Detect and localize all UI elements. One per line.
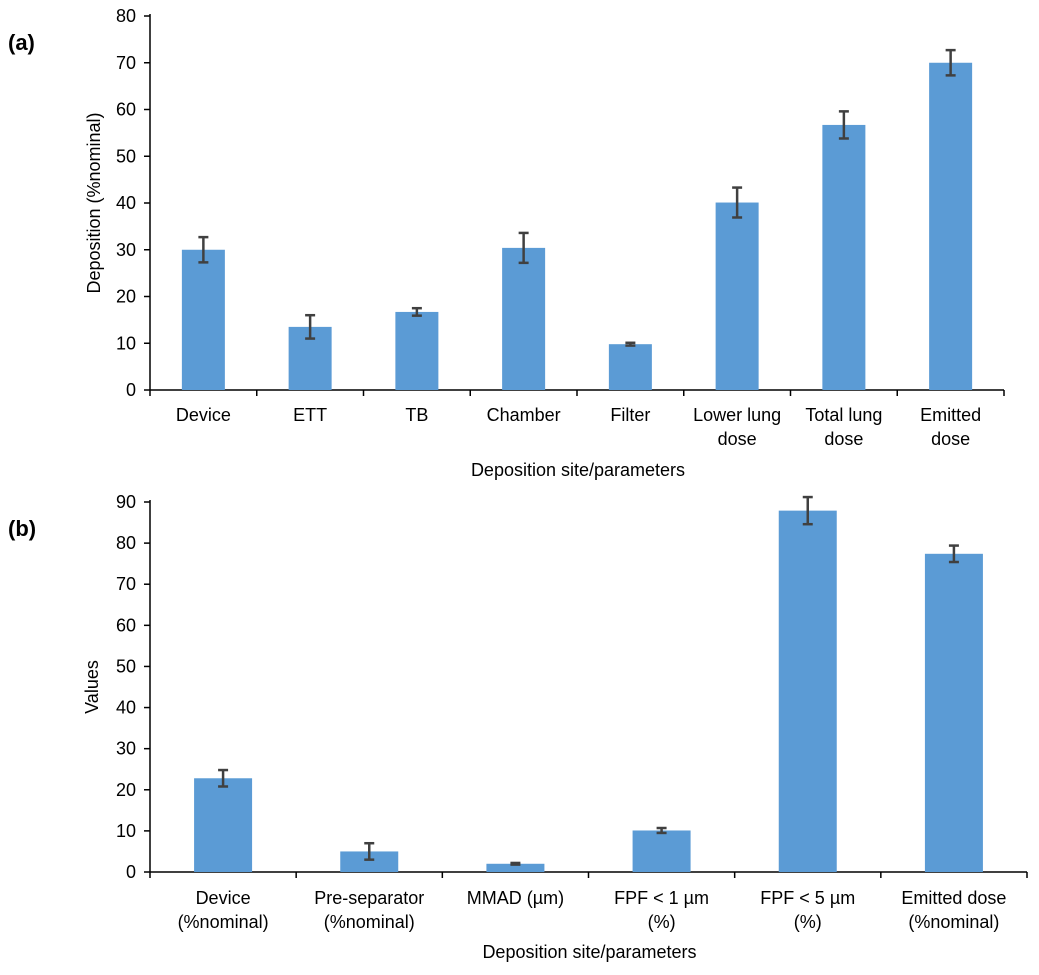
x-category-label: ETT [293,405,327,425]
y-tick-label: 80 [116,6,136,26]
x-category-label: Lower lung [693,405,781,425]
bar [502,247,546,390]
x-category-label: dose [718,429,757,449]
y-axis-title: Deposition (%nominal) [84,112,104,293]
x-category-label: Total lung [805,405,882,425]
bar [924,553,983,872]
x-category-label: Pre-separator [314,888,424,908]
y-tick-label: 60 [116,615,136,635]
x-category-label: Emitted [920,405,981,425]
y-tick-label: 30 [116,240,136,260]
y-tick-label: 30 [116,739,136,759]
y-tick-label: 0 [126,862,136,882]
x-category-label: (%) [648,912,676,932]
chart-panel-a: (a) 0 10 20 30 40 50 60 70 80 Device ETT TB Chamber Fi… [8,6,1005,480]
x-category-label: dose [824,429,863,449]
x-category-label: (%nominal) [324,912,415,932]
y-tick-label: 80 [116,533,136,553]
x-category-label: Filter [610,405,650,425]
panel-label: (b) [8,516,36,541]
x-category-label: FPF < 5 µm [760,888,855,908]
bar [632,830,691,872]
y-tick-label: 40 [116,193,136,213]
y-tick-label: 20 [116,287,136,307]
bar [395,311,439,390]
y-tick-label: 0 [126,380,136,400]
y-tick-label: 90 [116,492,136,512]
x-category-label: (%) [794,912,822,932]
x-category-label: (%nominal) [908,912,999,932]
y-tick-label: 40 [116,698,136,718]
y-tick-label: 50 [116,146,136,166]
y-tick-label: 10 [116,821,136,841]
bar [486,863,545,872]
y-tick-label: 20 [116,780,136,800]
y-axis-title: Values [82,660,102,714]
x-axis-title: Deposition site/parameters [471,460,685,480]
x-category-label: TB [405,405,428,425]
x-category-label: Emitted dose [901,888,1006,908]
x-category-label: dose [931,429,970,449]
x-axis-title: Deposition site/parameters [482,942,696,962]
x-category-label: (%nominal) [178,912,269,932]
chart-panel-b: (b) 0 10 20 30 40 50 60 70 80 90 Device (%nominal) Pr… [8,492,1028,962]
x-category-label: MMAD (µm) [467,888,564,908]
y-tick-label: 50 [116,656,136,676]
panel-label: (a) [8,30,35,55]
y-tick-label: 10 [116,333,136,353]
bar [181,249,225,390]
bar [340,851,399,872]
x-category-label: FPF < 1 µm [614,888,709,908]
bar [715,202,759,390]
bar [194,778,253,872]
y-tick-label: 70 [116,53,136,73]
x-category-label: Device [196,888,251,908]
x-category-label: Device [176,405,231,425]
x-category-label: Chamber [487,405,561,425]
bar [608,344,652,390]
bar [778,510,837,872]
y-tick-label: 70 [116,574,136,594]
bar [822,124,866,391]
y-tick-label: 60 [116,100,136,120]
bar [929,62,973,390]
